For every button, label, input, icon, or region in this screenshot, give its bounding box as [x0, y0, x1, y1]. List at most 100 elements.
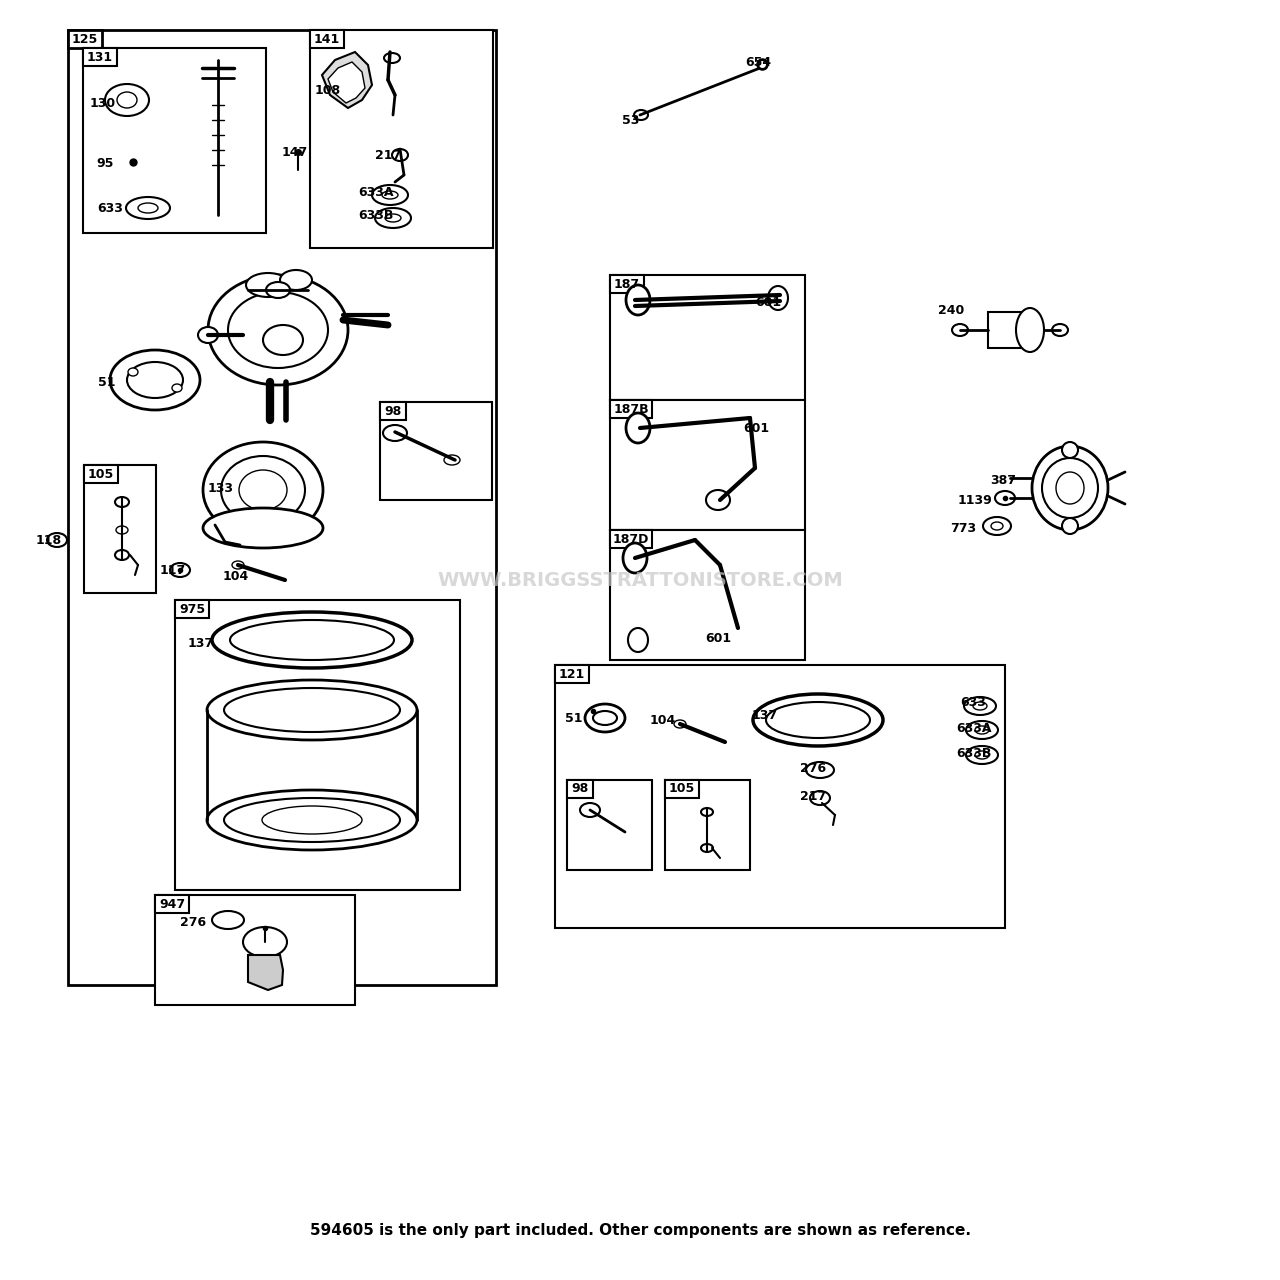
Text: 187D: 187D [613, 532, 649, 545]
Text: 633A: 633A [358, 186, 393, 198]
Text: 118: 118 [36, 534, 63, 547]
Text: 217: 217 [800, 790, 827, 803]
Ellipse shape [221, 456, 305, 524]
Ellipse shape [262, 325, 303, 355]
Bar [310, 29, 493, 248]
Ellipse shape [212, 911, 244, 929]
Ellipse shape [810, 791, 829, 805]
Text: 104: 104 [223, 570, 250, 582]
Text: 125: 125 [72, 32, 99, 46]
Text: 53: 53 [622, 114, 640, 127]
Text: 105: 105 [669, 782, 695, 795]
Ellipse shape [209, 275, 348, 385]
Bar [556, 666, 589, 684]
Bar [567, 780, 652, 870]
Ellipse shape [385, 214, 401, 221]
Ellipse shape [966, 721, 998, 739]
Bar [611, 275, 644, 293]
Text: 601: 601 [755, 296, 781, 308]
Text: 387: 387 [989, 474, 1016, 486]
Text: 975: 975 [179, 603, 205, 616]
Polygon shape [248, 955, 283, 989]
Ellipse shape [634, 110, 648, 120]
Ellipse shape [207, 790, 417, 850]
Text: 276: 276 [800, 762, 826, 774]
Text: WWW.BRIGGSSTRATTONISTORE.COM: WWW.BRIGGSSTRATTONISTORE.COM [438, 571, 842, 590]
Ellipse shape [280, 270, 312, 291]
Text: 240: 240 [938, 303, 964, 316]
Ellipse shape [105, 84, 148, 116]
Text: 131: 131 [87, 50, 113, 64]
Ellipse shape [138, 204, 157, 212]
Ellipse shape [1056, 472, 1084, 504]
Text: 947: 947 [159, 897, 186, 910]
Ellipse shape [116, 92, 137, 108]
Ellipse shape [266, 282, 291, 298]
Ellipse shape [701, 844, 713, 852]
Ellipse shape [170, 563, 189, 577]
Text: 121: 121 [559, 667, 585, 681]
Ellipse shape [392, 148, 408, 161]
Ellipse shape [198, 326, 218, 343]
Bar [83, 49, 116, 67]
Ellipse shape [110, 349, 200, 410]
Text: 773: 773 [950, 521, 977, 535]
Ellipse shape [383, 425, 407, 442]
Text: 633A: 633A [956, 722, 992, 735]
Text: 98: 98 [571, 782, 589, 795]
Ellipse shape [230, 620, 394, 660]
Text: 601: 601 [742, 421, 769, 434]
Ellipse shape [232, 561, 244, 570]
Ellipse shape [580, 803, 600, 817]
Ellipse shape [381, 191, 398, 198]
Ellipse shape [246, 273, 291, 297]
Bar [310, 29, 344, 49]
Ellipse shape [1042, 458, 1098, 518]
Ellipse shape [128, 369, 138, 376]
Bar [68, 29, 102, 49]
Ellipse shape [372, 186, 408, 205]
Bar [611, 399, 805, 530]
Ellipse shape [444, 454, 460, 465]
Ellipse shape [116, 526, 128, 534]
Text: 51: 51 [99, 375, 115, 389]
Text: 601: 601 [705, 631, 731, 645]
Ellipse shape [172, 384, 182, 392]
Ellipse shape [675, 719, 686, 728]
Ellipse shape [966, 746, 998, 764]
Bar [611, 530, 652, 548]
Bar [83, 49, 266, 233]
Ellipse shape [1052, 324, 1068, 337]
Ellipse shape [973, 701, 987, 710]
Ellipse shape [623, 543, 646, 573]
Ellipse shape [701, 808, 713, 817]
Ellipse shape [975, 726, 989, 733]
Bar [666, 780, 750, 870]
Text: 594605 is the only part included. Other components are shown as reference.: 594605 is the only part included. Other … [310, 1222, 970, 1238]
Text: 133: 133 [209, 481, 234, 494]
Ellipse shape [768, 285, 788, 310]
Bar [611, 275, 805, 399]
Ellipse shape [224, 797, 401, 842]
Bar [155, 895, 355, 1005]
Bar [84, 465, 156, 593]
Ellipse shape [806, 762, 835, 778]
Ellipse shape [952, 324, 968, 337]
Text: 217: 217 [375, 148, 401, 161]
Ellipse shape [115, 550, 129, 561]
Text: 105: 105 [88, 467, 114, 480]
Text: 98: 98 [384, 404, 402, 417]
Ellipse shape [585, 704, 625, 732]
Ellipse shape [204, 442, 323, 538]
Ellipse shape [243, 927, 287, 957]
Text: 187B: 187B [613, 402, 649, 416]
Text: 654: 654 [745, 55, 771, 69]
Bar [988, 312, 1030, 348]
Ellipse shape [1016, 308, 1044, 352]
Bar [556, 666, 1005, 928]
Text: 108: 108 [315, 83, 342, 96]
Text: 137: 137 [188, 636, 214, 649]
Ellipse shape [765, 701, 870, 739]
Text: 104: 104 [650, 713, 676, 727]
Ellipse shape [239, 470, 287, 509]
